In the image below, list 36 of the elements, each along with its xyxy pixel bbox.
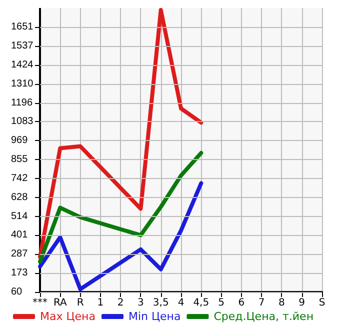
- y-tick-label: 1196: [11, 97, 33, 108]
- x-tick-label: ***: [32, 298, 48, 308]
- x-tick-label: S: [318, 298, 326, 308]
- y-tick-label: 401: [11, 230, 28, 241]
- x-tick-label: R: [76, 298, 84, 308]
- y-tick-label: 855: [11, 154, 28, 166]
- x-tick-label: RA: [53, 298, 67, 308]
- x-tick-label: 3: [138, 298, 144, 308]
- y-tick-label: 628: [11, 192, 28, 203]
- y-tick-label: 514: [11, 210, 28, 222]
- x-tick-label: 7: [258, 298, 265, 308]
- y-tick-label: 742: [11, 172, 28, 184]
- x-tick-label: 5: [218, 298, 224, 308]
- y-tick-label: 1310: [11, 78, 34, 90]
- x-tick-label: 1: [97, 298, 104, 308]
- legend-label: Сред.Цена, т.йен: [214, 310, 314, 323]
- y-tick-label: 1651: [11, 21, 34, 32]
- y-tick-label: 1424: [11, 59, 34, 70]
- y-tick-label: 287: [11, 248, 28, 260]
- x-tick-label: 3,5: [152, 298, 169, 308]
- line-series: [38, 150, 204, 264]
- x-tick-label: 4: [178, 298, 184, 308]
- y-tick-label: 60: [11, 286, 23, 298]
- legend-label: Min Цена: [128, 310, 181, 323]
- line-series: [38, 8, 204, 260]
- x-tick-label: 8: [278, 298, 285, 308]
- x-tick-label: 4,5: [193, 298, 210, 308]
- y-tick-label: 1537: [11, 40, 34, 52]
- line-series: [38, 181, 204, 292]
- y-tick-label: 1083: [11, 116, 34, 128]
- legend-label: Max Цена: [40, 310, 96, 323]
- x-tick-label: 9: [298, 298, 306, 308]
- y-tick-label: 969: [11, 135, 28, 146]
- x-tick-label: 6: [238, 298, 245, 308]
- x-tick-label: 2: [117, 298, 124, 308]
- y-tick-label: 173: [11, 268, 28, 279]
